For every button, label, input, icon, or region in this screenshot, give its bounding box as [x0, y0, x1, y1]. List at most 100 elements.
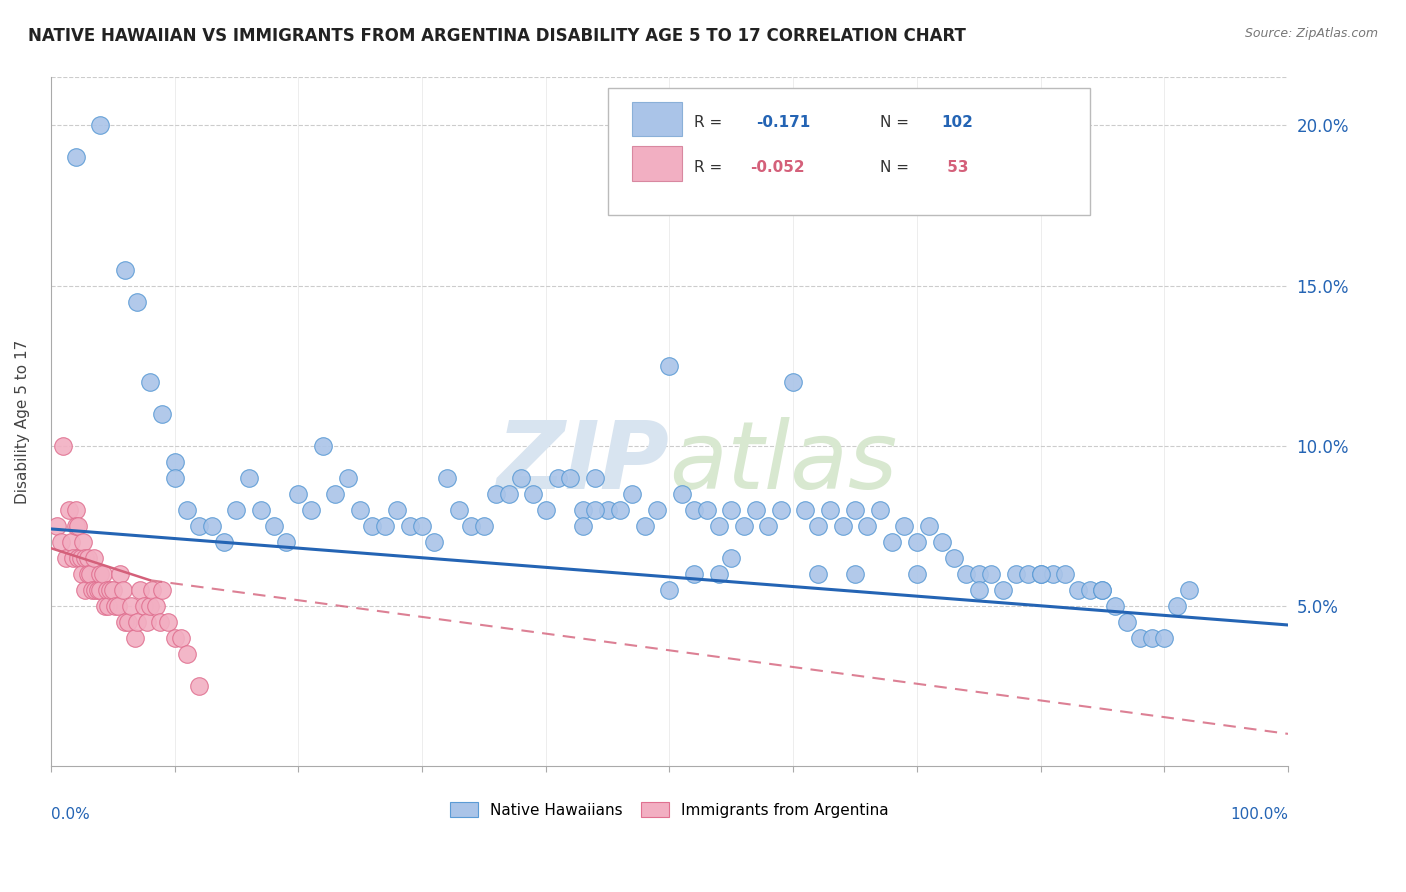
Point	[547, 471, 569, 485]
Point	[436, 471, 458, 485]
Point	[55, 550, 77, 565]
Point	[75, 582, 97, 597]
Point	[534, 502, 557, 516]
Point	[683, 566, 706, 581]
Point	[107, 599, 129, 613]
Point	[97, 599, 120, 613]
Point	[163, 455, 186, 469]
Point	[893, 518, 915, 533]
Point	[132, 599, 155, 613]
Point	[522, 486, 544, 500]
Point	[733, 518, 755, 533]
Point	[993, 582, 1015, 597]
Point	[80, 582, 103, 597]
Point	[58, 502, 80, 516]
Point	[89, 582, 111, 597]
Point	[769, 502, 792, 516]
Point	[645, 502, 668, 516]
Text: atlas: atlas	[669, 417, 897, 508]
Point	[720, 550, 742, 565]
Point	[299, 502, 322, 516]
Point	[108, 566, 131, 581]
Point	[411, 518, 433, 533]
Point	[856, 518, 879, 533]
Point	[114, 262, 136, 277]
Point	[905, 566, 928, 581]
Point	[905, 534, 928, 549]
Point	[658, 359, 681, 373]
Point	[79, 566, 101, 581]
Point	[572, 502, 595, 516]
Legend: Native Hawaiians, Immigrants from Argentina: Native Hawaiians, Immigrants from Argent…	[444, 796, 894, 823]
Point	[423, 534, 446, 549]
Point	[127, 294, 149, 309]
Point	[807, 518, 830, 533]
Point	[1128, 631, 1150, 645]
Point	[1004, 566, 1026, 581]
Point	[621, 486, 644, 500]
Point	[955, 566, 977, 581]
Point	[69, 550, 91, 565]
Point	[274, 534, 297, 549]
Point	[263, 518, 285, 533]
Point	[560, 471, 582, 485]
Point	[1054, 566, 1077, 581]
Point	[1166, 599, 1188, 613]
Text: 102: 102	[942, 115, 973, 130]
Text: -0.052: -0.052	[749, 160, 804, 175]
Point	[201, 518, 224, 533]
Point	[49, 534, 72, 549]
Point	[1078, 582, 1101, 597]
Point	[720, 502, 742, 516]
Point	[671, 486, 693, 500]
Point	[89, 119, 111, 133]
Point	[91, 566, 114, 581]
Point	[634, 518, 657, 533]
Point	[65, 518, 87, 533]
Point	[150, 582, 173, 597]
Point	[157, 615, 180, 629]
Point	[52, 439, 75, 453]
Point	[124, 631, 146, 645]
Point	[880, 534, 903, 549]
Point	[170, 631, 193, 645]
Point	[62, 550, 84, 565]
Point	[818, 502, 841, 516]
Point	[94, 599, 117, 613]
Point	[967, 566, 990, 581]
Point	[188, 518, 211, 533]
Point	[89, 566, 111, 581]
Point	[136, 615, 159, 629]
Point	[114, 615, 136, 629]
Point	[1091, 582, 1114, 597]
Point	[707, 566, 730, 581]
Text: R =: R =	[695, 115, 733, 130]
Point	[583, 471, 606, 485]
Point	[77, 550, 100, 565]
Text: -0.171: -0.171	[756, 115, 810, 130]
Point	[387, 502, 409, 516]
Point	[325, 486, 347, 500]
Point	[225, 502, 247, 516]
Point	[683, 502, 706, 516]
Point	[485, 486, 508, 500]
Text: ZIP: ZIP	[496, 417, 669, 509]
Point	[72, 534, 94, 549]
Point	[398, 518, 420, 533]
Point	[831, 518, 853, 533]
Point	[46, 518, 69, 533]
Bar	[633, 146, 682, 181]
Point	[250, 502, 273, 516]
Point	[918, 518, 941, 533]
Point	[150, 407, 173, 421]
Point	[794, 502, 817, 516]
Point	[59, 534, 82, 549]
Point	[139, 599, 162, 613]
Point	[149, 615, 172, 629]
Point	[758, 518, 780, 533]
Bar	[633, 102, 682, 136]
Point	[77, 566, 100, 581]
Point	[120, 599, 142, 613]
Point	[583, 502, 606, 516]
Point	[127, 615, 149, 629]
